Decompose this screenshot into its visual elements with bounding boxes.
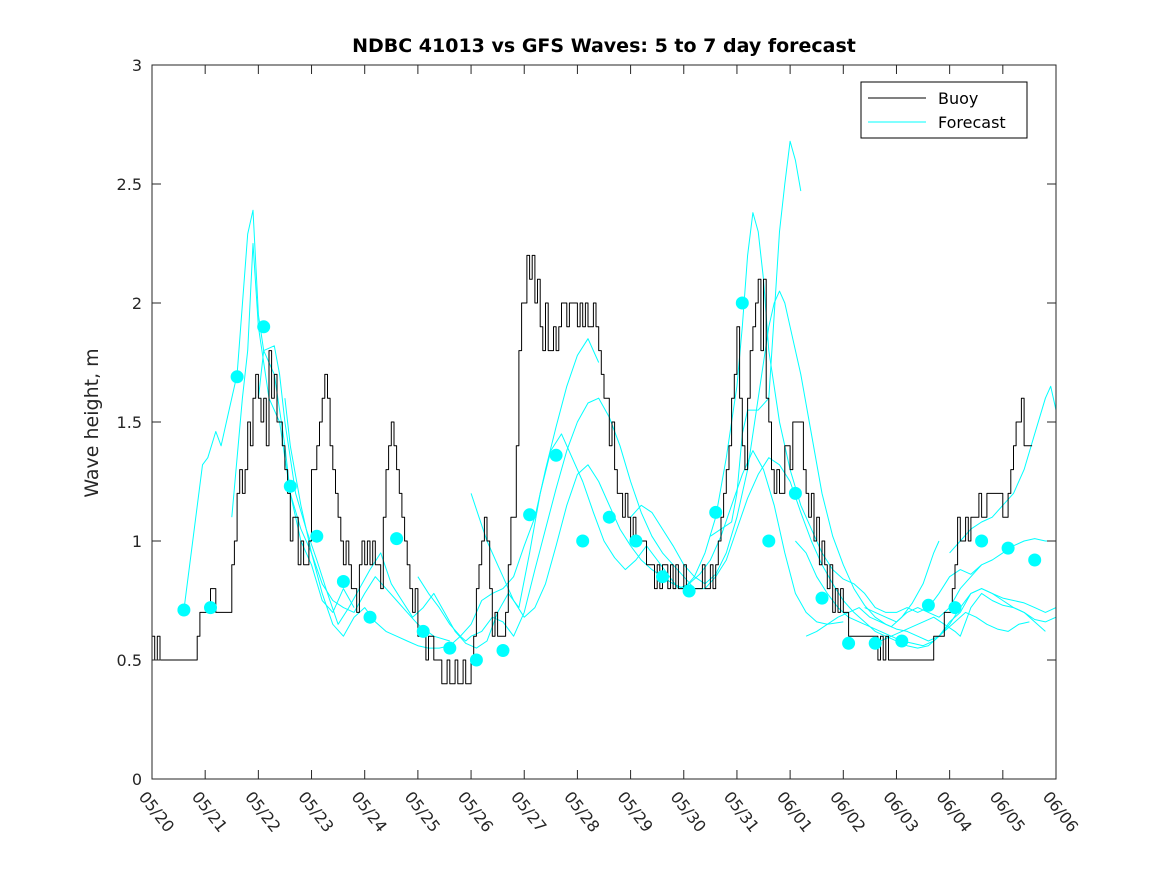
forecast-series-line-4 [284,338,600,649]
forecast-marker-3 [257,320,271,334]
forecast-series-line-2 [231,243,450,642]
forecast-marker-8 [390,532,404,546]
y-tick-label-4: 2 [132,294,142,313]
forecast-series-line-9 [795,540,1030,647]
forecast-marker-7 [363,610,377,624]
forecast-marker-22 [762,534,776,548]
forecast-series-line-6 [470,212,1056,618]
forecast-marker-26 [868,636,882,650]
forecast-marker-10 [443,641,457,655]
forecast-marker-17 [629,534,643,548]
y-tick-label-2: 1 [132,532,142,551]
chart-title: NDBC 41013 vs GFS Waves: 5 to 7 day fore… [352,35,856,57]
y-axis-title: Wave height, m [81,348,103,497]
forecast-marker-28 [921,598,935,612]
y-tick-label-6: 3 [132,56,142,75]
forecast-marker-27 [895,634,909,648]
forecast-series-line-1 [183,209,355,613]
forecast-marker-23 [788,486,802,500]
forecast-marker-4 [283,479,297,493]
legend-label-forecast: Forecast [938,113,1006,132]
forecast-marker-1 [204,601,217,615]
forecast-marker-20 [709,505,723,519]
forecast-series-line-8 [710,140,802,537]
forecast-marker-15 [576,534,590,548]
forecast-marker-13 [523,508,537,522]
forecast-marker-31 [1001,541,1015,555]
forecast-marker-12 [496,644,510,657]
forecast-marker-6 [336,575,350,588]
forecast-marker-2 [230,370,244,384]
forecast-marker-9 [416,624,430,638]
forecast-series-line-5 [417,397,1056,649]
forecast-marker-24 [815,591,829,605]
legend-label-buoy: Buoy [938,89,978,108]
forecast-series-line-12 [805,540,940,637]
forecast-marker-25 [842,636,856,650]
forecast-marker-29 [948,601,962,615]
forecast-series-line-11 [864,564,982,623]
forecast-marker-30 [975,534,989,548]
buoy-series-line [152,254,1033,685]
y-tick-label-3: 1.5 [117,413,142,432]
forecast-marker-0 [177,603,191,617]
forecast-marker-16 [602,510,616,524]
legend-box [860,81,1028,139]
forecast-marker-32 [1028,553,1042,567]
forecast-marker-11 [469,653,483,667]
forecast-marker-14 [549,448,563,462]
y-tick-label-1: 0.5 [117,651,142,670]
forecast-marker-5 [310,529,324,543]
forecast-marker-21 [735,296,749,310]
y-tick-label-0: 0 [132,770,142,789]
forecast-marker-19 [682,584,696,598]
forecast-marker-18 [656,570,669,584]
forecast-series-line-10 [880,592,1046,642]
y-tick-label-5: 2.5 [117,175,142,194]
legend: Buoy Forecast [860,81,1028,139]
